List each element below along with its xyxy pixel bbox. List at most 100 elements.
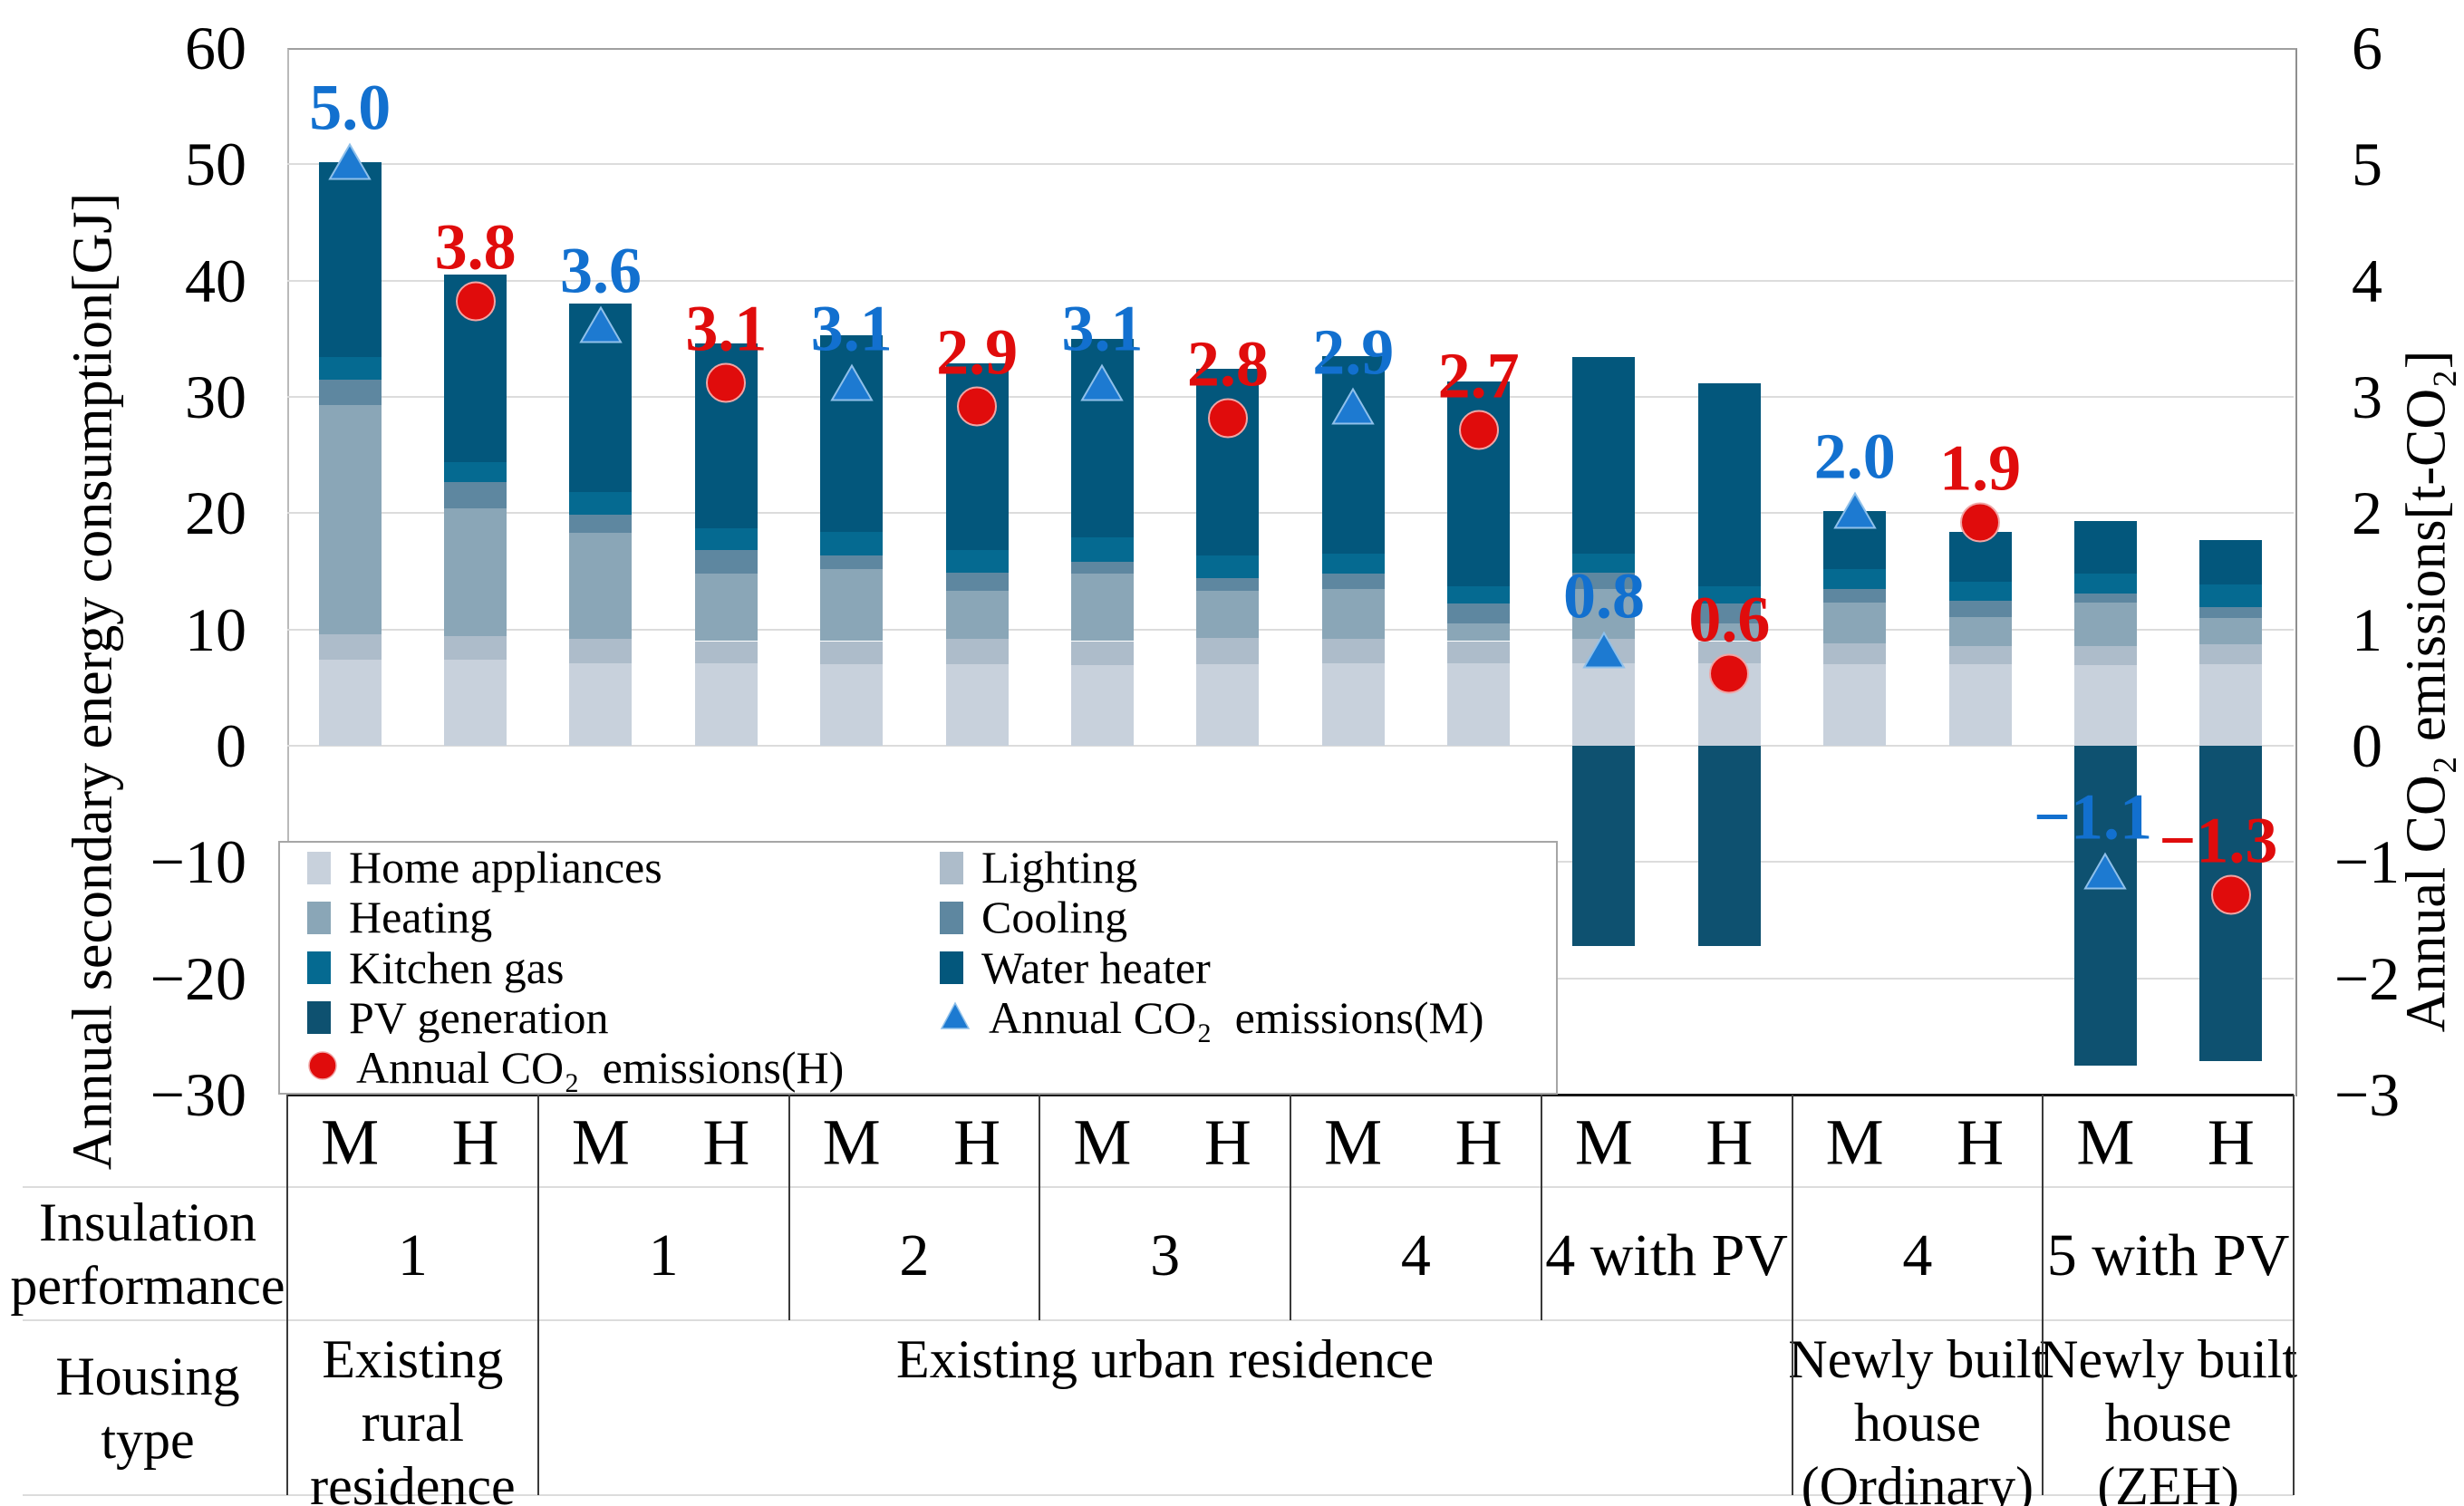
co2-marker-m: [2082, 852, 2128, 896]
co2-marker-h: [704, 362, 748, 410]
city-label-h: H: [2207, 1105, 2255, 1179]
bar-segment-heating: [1070, 574, 1134, 642]
co2-value-label-h: 2.7: [1437, 339, 1520, 411]
city-label-m: M: [1825, 1105, 1884, 1179]
gridline: [287, 745, 2294, 747]
right-axis-tick-label: −1: [2334, 827, 2401, 897]
circle-marker-icon: [2210, 874, 2251, 915]
bar-segment-heating: [1321, 588, 1385, 639]
bar-segment-kitchen_gas: [1070, 537, 1134, 563]
bar-segment-heating: [569, 533, 633, 639]
right-axis-title: Annual CO₂ emissions[t-CO₂]: [2395, 350, 2458, 1033]
table-divider: [788, 1095, 790, 1320]
bar-segment-pv_generation: [1697, 746, 1761, 946]
legend-swatch-cooling-icon: [940, 901, 963, 934]
co2-value-label-m: 3.1: [810, 292, 893, 365]
bar-segment-heating: [820, 568, 884, 642]
gridline: [287, 628, 2294, 631]
legend-label: PV generation: [349, 991, 609, 1043]
housing-cell-line: Newly built: [2039, 1329, 2298, 1389]
bar-segment-lighting: [1823, 643, 1887, 665]
triangle-marker-icon: [1582, 631, 1626, 669]
bar-segment-water_heater: [1697, 382, 1761, 587]
left-axis-tick-label: −10: [150, 827, 246, 897]
co2-value-label-h: 1.9: [1939, 431, 2022, 505]
bar-segment-kitchen_gas: [1572, 554, 1636, 573]
legend-item-kitchen_gas: Kitchen gas: [307, 942, 564, 993]
row-header-line: Insulation: [39, 1192, 256, 1252]
bar-segment-cooling: [1196, 578, 1260, 592]
co2-value-label-m: 2.0: [1813, 420, 1896, 493]
co2-marker-m: [1581, 631, 1627, 675]
bar-segment-cooling: [569, 514, 633, 534]
circle-marker-icon: [1709, 653, 1750, 694]
right-axis-tick-label: 1: [2352, 594, 2382, 664]
right-axis-tick-label: 6: [2352, 14, 2382, 82]
bar-segment-kitchen_gas: [2073, 574, 2137, 594]
city-label-m: M: [571, 1105, 630, 1179]
bar-segment-home_appliances: [2199, 664, 2263, 746]
bar-segment-home_appliances: [1823, 664, 1887, 746]
gridline: [287, 163, 2294, 166]
table-divider: [1540, 1095, 1542, 1320]
right-axis-tick-label: 3: [2352, 362, 2382, 431]
bar-segment-cooling: [1697, 603, 1761, 624]
housing-cell-line: rural: [361, 1393, 464, 1453]
triangle-marker-icon: [328, 142, 372, 180]
bar-segment-lighting: [2073, 645, 2137, 666]
bar-segment-cooling: [945, 572, 1009, 592]
housing-cell: Existing urban residence: [896, 1327, 1434, 1391]
gridline: [287, 279, 2294, 282]
bar-segment-home_appliances: [820, 664, 884, 746]
housing-cell-line: residence: [310, 1456, 516, 1506]
legend-swatch-home_appliances-icon: [307, 851, 331, 884]
city-label-h: H: [1705, 1105, 1754, 1179]
table-divider: [536, 1095, 539, 1495]
left-axis-title: Annual secondary energy consumption[GJ]: [62, 192, 124, 1171]
city-label-m: M: [1324, 1105, 1383, 1179]
table-divider: [286, 1095, 288, 1495]
housing-cell-line: house: [1853, 1393, 1981, 1453]
bar-segment-home_appliances: [1948, 664, 2012, 746]
legend-item-co2_h: Annual CO₂ emissions(H): [307, 1042, 844, 1093]
housing-cell-line: Existing: [322, 1329, 504, 1389]
bar-segment-heating: [2199, 617, 2263, 645]
bar-segment-pv_generation: [2073, 746, 2137, 1066]
triangle-marker-icon: [579, 305, 623, 343]
circle-marker-icon: [1458, 410, 1499, 449]
bar-segment-home_appliances: [945, 664, 1009, 746]
bar-segment-kitchen_gas: [444, 461, 507, 482]
bar-segment-kitchen_gas: [1321, 554, 1385, 574]
left-axis-tick-label: −30: [150, 1059, 246, 1129]
left-axis-tick-label: 40: [185, 246, 246, 315]
co2-marker-h: [1958, 501, 2002, 549]
bar-segment-home_appliances: [569, 662, 633, 746]
bar-segment-lighting: [1447, 641, 1511, 663]
housing-type-row-header: Housing type: [55, 1345, 239, 1472]
left-axis-tick-label: 20: [185, 478, 246, 548]
table-rule: [23, 1319, 2294, 1321]
legend-item-water_heater: Water heater: [940, 942, 1211, 993]
insulation-cell: 1: [397, 1221, 428, 1289]
bar-segment-heating: [1823, 603, 1887, 644]
co2-marker-m: [578, 305, 623, 350]
legend-item-heating: Heating: [307, 893, 492, 943]
bar-segment-kitchen_gas: [1196, 555, 1260, 579]
bar-segment-cooling: [1070, 562, 1134, 574]
legend-item-pv_generation: PV generation: [307, 992, 609, 1043]
bar-segment-kitchen_gas: [1948, 582, 2012, 601]
right-axis-tick-label: 2: [2352, 478, 2382, 548]
bar-segment-lighting: [444, 636, 507, 661]
co2-value-label-m: −1.1: [2033, 780, 2152, 854]
right-axis-tick-label: −2: [2334, 943, 2401, 1013]
legend-box: Home appliances Heating Kitchen gas PV gene…: [278, 841, 1558, 1095]
city-label-h: H: [1454, 1105, 1503, 1179]
bar-segment-heating: [318, 404, 382, 634]
legend-label: Lighting: [981, 842, 1138, 893]
plot-frame: [287, 48, 2297, 1096]
bar-segment-home_appliances: [1070, 665, 1134, 746]
housing-cell-line: house: [2104, 1393, 2232, 1453]
bar-segment-cooling: [820, 555, 884, 569]
co2-value-label-m: 3.1: [1061, 292, 1144, 365]
insulation-cell: 4: [1400, 1221, 1431, 1289]
